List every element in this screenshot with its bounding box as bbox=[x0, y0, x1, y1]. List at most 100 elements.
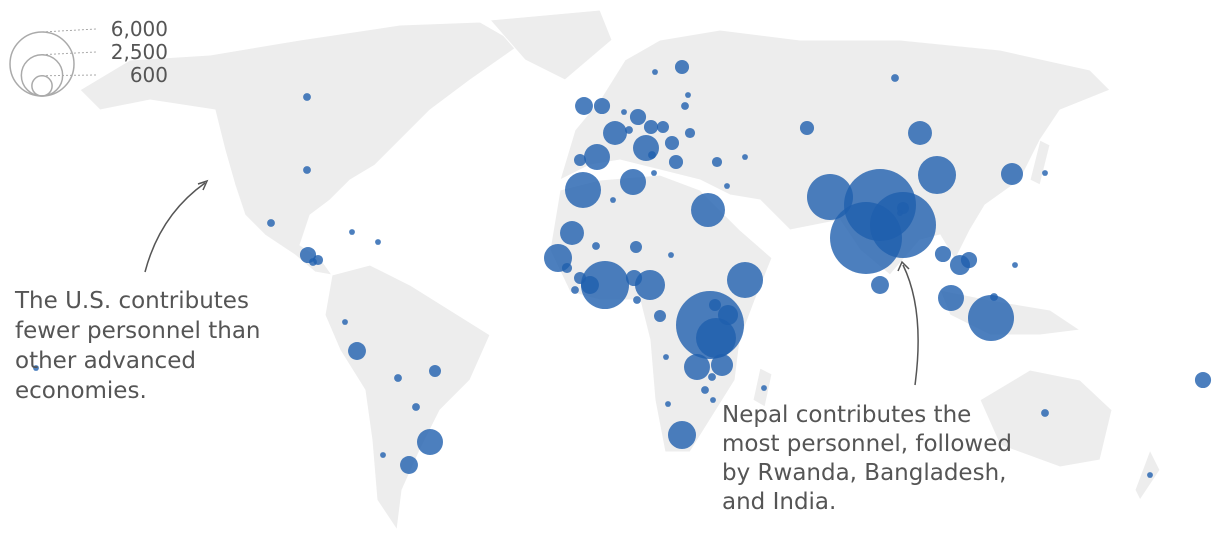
bubble bbox=[934, 245, 952, 263]
bubble bbox=[592, 242, 600, 250]
bubble bbox=[429, 365, 441, 377]
bubble bbox=[724, 183, 730, 189]
bubble bbox=[938, 285, 964, 311]
bubble bbox=[1147, 472, 1153, 478]
bubble bbox=[657, 121, 669, 133]
annotation-line: Nepal contributes the bbox=[722, 402, 971, 428]
bubble bbox=[685, 92, 691, 98]
bubble bbox=[394, 374, 402, 382]
annotation-line: economies. bbox=[15, 378, 147, 404]
bubble bbox=[267, 219, 275, 227]
bubble bbox=[574, 272, 586, 284]
bubble bbox=[580, 260, 630, 310]
bubble bbox=[891, 74, 899, 82]
bubble bbox=[1042, 170, 1048, 176]
bubble bbox=[584, 144, 610, 170]
bubble bbox=[663, 354, 669, 360]
bubble bbox=[691, 193, 725, 227]
bubble bbox=[643, 119, 659, 135]
bubble bbox=[1041, 409, 1049, 417]
legend-circle bbox=[31, 75, 53, 97]
annotations: The U.S. contributes fewer personnel than… bbox=[14, 288, 1012, 515]
legend-leader bbox=[41, 74, 97, 77]
bubble bbox=[681, 102, 689, 110]
legend-leader bbox=[41, 28, 97, 33]
bubble bbox=[684, 354, 710, 380]
bubble bbox=[629, 108, 647, 126]
annotation-line: by Rwanda, Bangladesh, bbox=[722, 460, 1006, 486]
bubble bbox=[684, 127, 696, 139]
bubble bbox=[561, 262, 573, 274]
annotation-line: fewer personnel than bbox=[15, 318, 261, 344]
bubble bbox=[349, 229, 355, 235]
bubble bbox=[668, 154, 684, 170]
bubble bbox=[908, 121, 932, 145]
bubble bbox=[967, 294, 1015, 342]
bubble bbox=[652, 69, 658, 75]
bubble bbox=[574, 154, 586, 166]
bubble bbox=[668, 252, 674, 258]
arrowhead bbox=[897, 260, 910, 272]
bubble bbox=[648, 151, 656, 159]
bubble bbox=[610, 197, 616, 203]
bubble bbox=[342, 319, 348, 325]
bubble bbox=[380, 452, 386, 458]
bubble bbox=[634, 269, 666, 301]
bubble bbox=[726, 261, 764, 299]
bubble bbox=[620, 169, 646, 195]
annotation-line: and India. bbox=[722, 489, 836, 515]
arrowhead bbox=[197, 179, 209, 191]
bubble bbox=[417, 429, 443, 455]
bubble bbox=[667, 420, 697, 450]
arrow bbox=[902, 264, 919, 386]
bubble bbox=[571, 286, 579, 294]
bubble bbox=[1012, 262, 1018, 268]
annotation-line: other advanced bbox=[15, 348, 196, 374]
bubble bbox=[709, 299, 721, 311]
legend-label: 6,000 bbox=[111, 17, 168, 41]
bubble bbox=[654, 310, 666, 322]
bubble bbox=[1000, 162, 1024, 186]
bubble bbox=[717, 304, 739, 326]
bubble bbox=[651, 170, 657, 176]
annotation-line: The U.S. contributes bbox=[14, 288, 249, 314]
bubble bbox=[664, 135, 680, 151]
bubble bbox=[960, 251, 978, 269]
bubble bbox=[799, 120, 815, 136]
greenland bbox=[488, 9, 613, 81]
bubble bbox=[665, 401, 671, 407]
bubble bbox=[897, 210, 903, 216]
bubble bbox=[412, 403, 420, 411]
bubble bbox=[990, 293, 998, 301]
bubble bbox=[871, 276, 889, 294]
bubble bbox=[761, 385, 767, 391]
bubble bbox=[309, 258, 317, 266]
bubble bbox=[711, 156, 723, 168]
japan bbox=[1029, 139, 1051, 186]
eurasia bbox=[559, 29, 1111, 276]
bubble bbox=[701, 386, 709, 394]
australia bbox=[979, 369, 1113, 468]
bubble bbox=[593, 97, 611, 115]
bubble bbox=[348, 342, 366, 360]
bubble bbox=[621, 109, 627, 115]
bubble bbox=[1194, 371, 1212, 389]
south-america bbox=[324, 264, 491, 532]
legend-leader bbox=[41, 51, 97, 56]
bubble bbox=[696, 318, 736, 358]
bubble bbox=[630, 241, 642, 253]
bubbles bbox=[33, 59, 1212, 478]
bubble bbox=[581, 276, 599, 294]
bubble bbox=[560, 221, 584, 245]
bubble bbox=[633, 296, 641, 304]
bubble bbox=[917, 155, 957, 195]
bubble bbox=[870, 192, 936, 258]
bubble bbox=[708, 373, 716, 381]
bubble bbox=[375, 239, 381, 245]
bubble bbox=[806, 173, 854, 221]
bubble bbox=[710, 397, 716, 403]
bubble bbox=[742, 154, 748, 160]
bubble bbox=[33, 365, 39, 371]
